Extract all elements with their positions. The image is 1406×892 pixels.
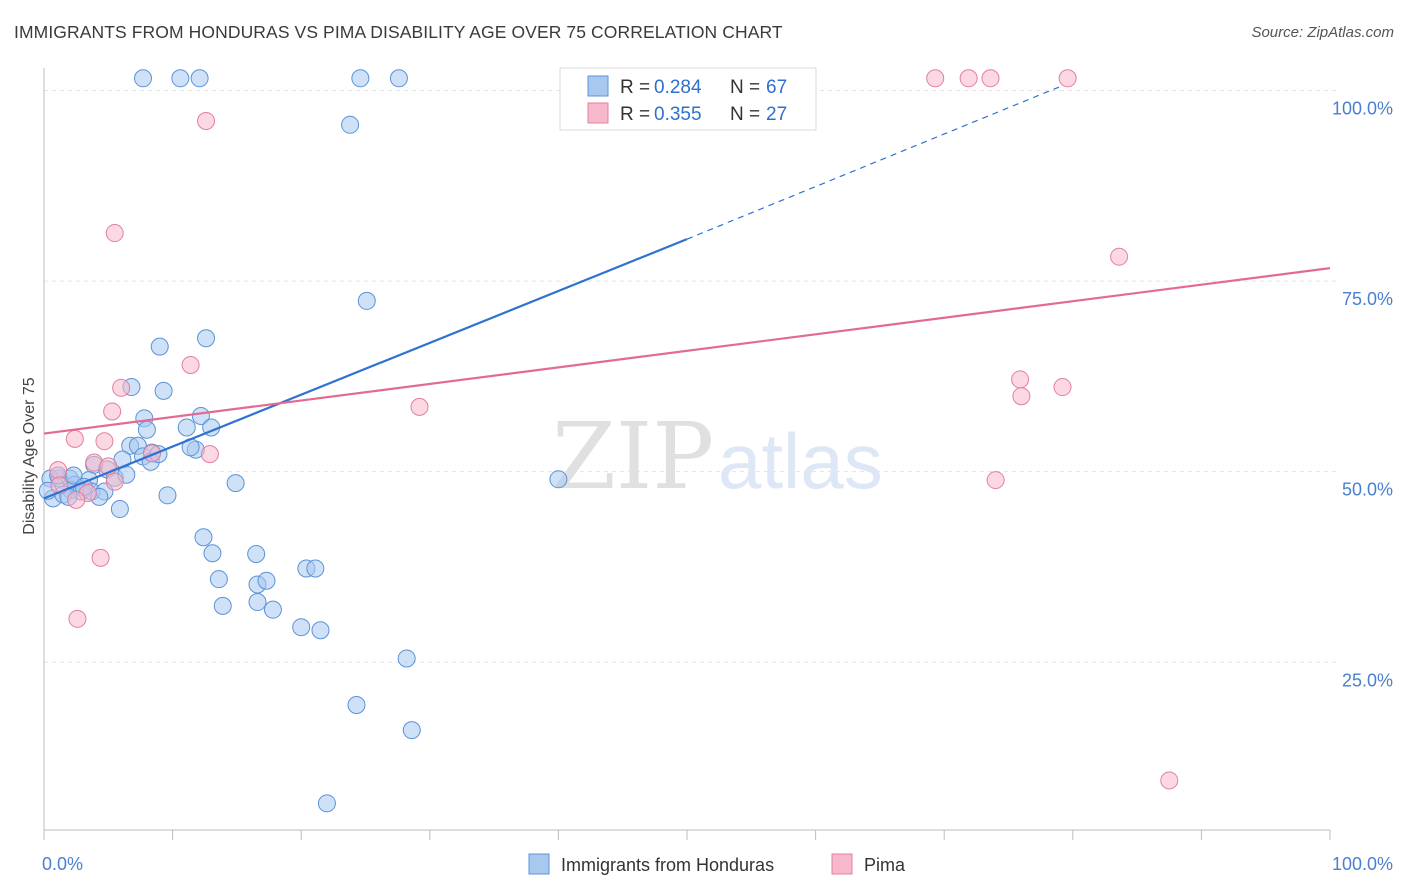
data-point xyxy=(158,486,177,505)
data-point xyxy=(197,111,216,130)
legend-n-label-honduras: N = xyxy=(730,77,760,98)
data-point xyxy=(181,355,200,374)
data-point xyxy=(67,490,86,509)
source-label: Source: ZipAtlas.com xyxy=(1251,24,1394,41)
legend-swatch-pima xyxy=(587,102,609,124)
data-point xyxy=(247,545,266,564)
data-point xyxy=(154,381,173,400)
data-points xyxy=(38,69,1179,813)
data-point xyxy=(112,378,131,397)
data-point xyxy=(105,224,124,243)
y-tick-label: 100.0% xyxy=(1332,98,1393,118)
data-point xyxy=(134,69,153,88)
legend-r-label-honduras: R = xyxy=(620,77,650,98)
data-point xyxy=(200,445,219,464)
data-point xyxy=(306,559,325,578)
data-point xyxy=(1053,378,1072,397)
data-point xyxy=(171,69,190,88)
data-point xyxy=(347,695,366,714)
series-legend: Immigrants from Honduras Pima xyxy=(528,853,906,875)
data-point xyxy=(190,69,209,88)
trend-line-honduras xyxy=(43,238,688,500)
data-point xyxy=(65,429,84,448)
data-point xyxy=(197,329,216,348)
data-point xyxy=(213,596,232,615)
data-point xyxy=(317,794,336,813)
watermark-zip: ZIP xyxy=(552,403,714,510)
data-point xyxy=(549,470,568,489)
legend-swatch-honduras xyxy=(587,75,609,97)
series-points-honduras xyxy=(38,69,568,813)
tick-labels: 100.0% 75.0% 50.0% 25.0% 0.0% 100.0% xyxy=(42,98,1393,874)
legend-n-value-pima: 27 xyxy=(766,104,787,125)
data-point xyxy=(357,291,376,310)
data-point xyxy=(177,418,196,437)
data-point xyxy=(103,402,122,421)
y-tick-label: 75.0% xyxy=(1342,289,1393,309)
legend-r-value-pima: 0.355 xyxy=(654,104,702,125)
data-point xyxy=(1012,387,1031,406)
data-point xyxy=(1110,247,1129,266)
legend-r-label-pima: R = xyxy=(620,104,650,125)
data-point xyxy=(410,397,429,416)
correlation-legend: R = 0.284 N = 67 R = 0.355 N = 27 xyxy=(559,67,817,131)
data-point xyxy=(981,69,1000,88)
legend-r-value-honduras: 0.284 xyxy=(654,77,702,98)
data-point xyxy=(105,472,124,491)
y-tick-label: 25.0% xyxy=(1342,670,1393,690)
data-point xyxy=(203,544,222,563)
data-point xyxy=(292,618,311,637)
x-tick-label: 0.0% xyxy=(42,854,83,874)
bottom-legend-swatch-honduras xyxy=(528,853,550,875)
axes xyxy=(43,68,1331,840)
data-point xyxy=(1011,370,1030,389)
data-point xyxy=(49,461,68,480)
data-point xyxy=(226,474,245,493)
x-tick-label: 100.0% xyxy=(1332,854,1393,874)
data-point xyxy=(397,649,416,668)
data-point xyxy=(150,337,169,356)
watermark-atlas: atlas xyxy=(718,417,883,505)
data-point xyxy=(257,571,276,590)
trend-lines xyxy=(43,86,1331,500)
y-tick-label: 50.0% xyxy=(1342,480,1393,500)
data-point xyxy=(1160,771,1179,790)
data-point xyxy=(194,528,213,547)
data-point xyxy=(248,593,267,612)
legend-n-value-honduras: 67 xyxy=(766,77,787,98)
data-point xyxy=(209,570,228,589)
grid-lines xyxy=(44,89,1338,663)
data-point xyxy=(110,500,129,519)
chart-title: IMMIGRANTS FROM HONDURAS VS PIMA DISABIL… xyxy=(14,22,783,42)
series-points-pima xyxy=(49,69,1179,790)
data-point xyxy=(91,548,110,567)
legend-n-label-pima: N = xyxy=(730,104,760,125)
data-point xyxy=(926,69,945,88)
data-point xyxy=(95,432,114,451)
data-point xyxy=(959,69,978,88)
data-point xyxy=(402,721,421,740)
data-point xyxy=(341,115,360,134)
data-point xyxy=(389,69,408,88)
data-point xyxy=(986,471,1005,490)
trend-line-extension-honduras xyxy=(686,86,1061,240)
data-point xyxy=(137,420,156,439)
data-point xyxy=(311,621,330,640)
data-point xyxy=(68,609,87,628)
trend-line-pima xyxy=(43,267,1331,435)
data-point xyxy=(351,69,370,88)
bottom-legend-label-pima: Pima xyxy=(864,855,906,875)
bottom-legend-swatch-pima xyxy=(831,853,853,875)
watermark: ZIP atlas xyxy=(552,403,883,510)
data-point xyxy=(263,600,282,619)
data-point xyxy=(1058,69,1077,88)
bottom-legend-label-honduras: Immigrants from Honduras xyxy=(561,855,774,875)
